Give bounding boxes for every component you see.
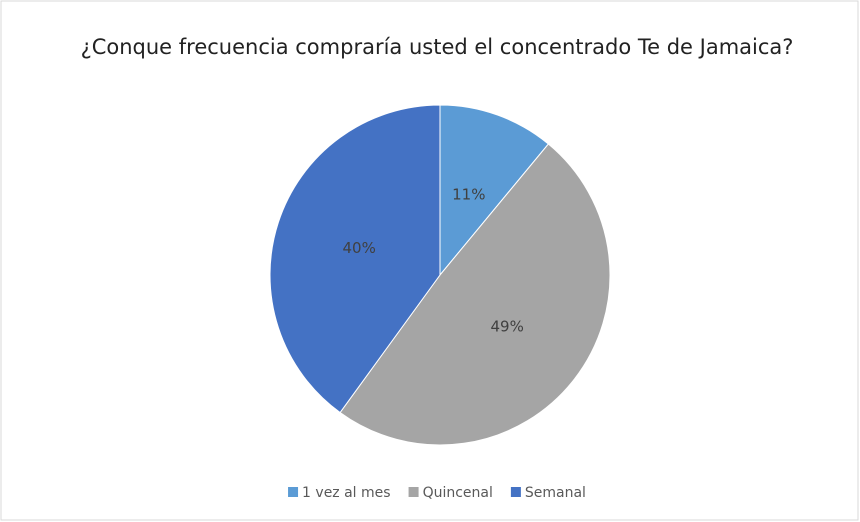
data-label: 49% (490, 318, 523, 336)
legend-swatch (408, 487, 419, 497)
chart-title: ¿Conque frecuencia compraría usted el co… (81, 35, 794, 59)
data-label: 11% (452, 186, 485, 204)
legend-label: Quincenal (423, 485, 493, 501)
legend-label: Semanal (525, 485, 586, 501)
legend-swatch (288, 487, 299, 497)
pie-slice (339, 143, 611, 446)
pie-slice (269, 104, 441, 414)
data-label: 40% (342, 239, 375, 257)
legend-label: 1 vez al mes (302, 485, 391, 501)
legend-swatch (510, 487, 521, 497)
pie-slice (439, 104, 550, 277)
